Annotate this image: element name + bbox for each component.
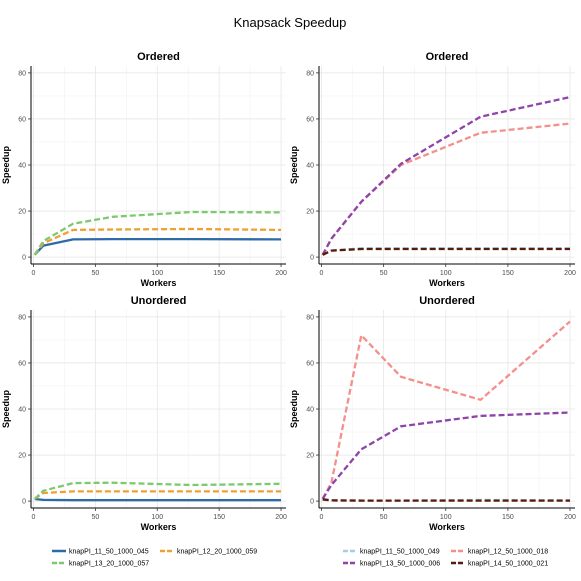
panel-4: 0 50 100 150 200 0 20 40 60 80 Unordered Workers Spe… (289, 295, 576, 532)
x-tick-label: 0 (32, 514, 36, 521)
legend-label: knapPI_14_50_1000_021 (468, 561, 548, 568)
grid (319, 310, 575, 508)
legends-group: knapPI_11_50_1000_045 knapPI_12_20_1000_0… (52, 549, 548, 568)
x-axis-label: Workers (429, 522, 465, 532)
x-tick-label: 200 (564, 514, 576, 521)
series-line (34, 490, 281, 500)
x-tick-label: 150 (502, 270, 514, 277)
series-line (321, 95, 571, 256)
y-tick-label: 40 (18, 163, 26, 170)
legend-2: knapPI_11_50_1000_049 knapPI_12_50_1000_0… (343, 549, 548, 568)
series-line (33, 227, 282, 256)
y-tick-label: 60 (18, 116, 26, 123)
series-line (321, 122, 571, 256)
y-tick-label: 40 (306, 407, 314, 414)
legend-label: knapPI_13_50_1000_006 (360, 561, 440, 568)
x-tick-label: 150 (213, 514, 225, 521)
y-tick-label: 20 (18, 453, 26, 460)
panels-group: 0 50 100 150 200020406080OrderedWorkersSpeed… (1, 51, 576, 532)
x-tick-label: 200 (275, 514, 287, 521)
series-line (33, 481, 282, 500)
y-tick-label: 60 (306, 116, 314, 123)
y-tick-label: 40 (306, 163, 314, 170)
x-tick-label: 150 (213, 270, 225, 277)
x-tick-label: 150 (502, 514, 514, 521)
y-tick-label: 60 (18, 360, 26, 367)
x-tick-label: 100 (440, 514, 452, 521)
grid (31, 66, 286, 264)
y-tick-label: 20 (18, 209, 26, 216)
series-line (33, 237, 282, 256)
y-tick-label: 0 (22, 255, 26, 262)
legend-label: knapPI_13_20_1000_057 (69, 561, 149, 568)
legend-label: knapPI_11_50_1000_049 (360, 549, 440, 556)
x-tick-label: 100 (440, 270, 452, 277)
panel-title: Ordered (426, 51, 469, 63)
legend-1: knapPI_11_50_1000_045 knapPI_12_20_1000_0… (52, 549, 257, 568)
series-line (322, 498, 570, 502)
y-axis-label: Speedup (1, 146, 11, 185)
panel-title: Ordered (137, 51, 180, 63)
y-tick-label: 0 (22, 499, 26, 506)
x-axis-label: Workers (429, 278, 465, 288)
x-tick-label: 0 (320, 514, 324, 521)
series-line (322, 247, 570, 256)
x-axis-label: Workers (141, 278, 177, 288)
x-axis-label: Workers (141, 522, 177, 532)
series-line (321, 411, 571, 500)
x-tick-label: 0 (320, 270, 324, 277)
x-tick-label: 100 (151, 514, 163, 521)
legend-label: knapPI_11_50_1000_045 (69, 549, 149, 556)
figure-title: Knapsack Speedup (234, 15, 347, 30)
y-tick-label: 0 (310, 255, 314, 262)
y-axis-label: Speedup (289, 146, 299, 185)
y-tick-label: 80 (18, 70, 26, 77)
y-tick-label: 40 (18, 407, 26, 414)
y-tick-label: 80 (18, 314, 26, 321)
x-tick-label: 0 (32, 270, 36, 277)
y-tick-label: 80 (306, 314, 314, 321)
x-tick-label: 200 (275, 270, 287, 277)
y-axis-label: Speedup (1, 390, 11, 429)
panel-3: 0 50 100 150 200 0 20 40 60 80 Unordered Workers Spe… (1, 295, 287, 532)
panel-1: 0 50 100 150 200 0 20 40 60 80 Ordered Workers Speed… (1, 51, 287, 288)
panel-2: 0 50 100 150 200 0 20 40 60 80 Ordered Workers Speed… (289, 51, 576, 288)
series-line (34, 497, 281, 502)
y-tick-label: 20 (306, 209, 314, 216)
y-tick-label: 20 (306, 453, 314, 460)
legend-label: knapPI_12_20_1000_059 (177, 549, 257, 556)
x-tick-label: 200 (564, 270, 576, 277)
x-tick-label: 100 (151, 270, 163, 277)
series-line (33, 210, 282, 256)
grid (31, 310, 286, 508)
x-tick-label: 50 (380, 270, 388, 277)
panel-title: Unordered (131, 295, 187, 307)
y-tick-label: 60 (306, 360, 314, 367)
x-tick-label: 50 (380, 514, 388, 521)
panel-title: Unordered (419, 295, 475, 307)
y-tick-label: 80 (306, 70, 314, 77)
y-tick-label: 0 (310, 499, 314, 506)
y-axis-label: Speedup (289, 390, 299, 429)
series-line (321, 320, 571, 500)
x-tick-label: 50 (91, 270, 99, 277)
x-tick-label: 50 (91, 514, 99, 521)
grid (319, 66, 575, 264)
legend-label: knapPI_12_50_1000_018 (468, 549, 548, 556)
